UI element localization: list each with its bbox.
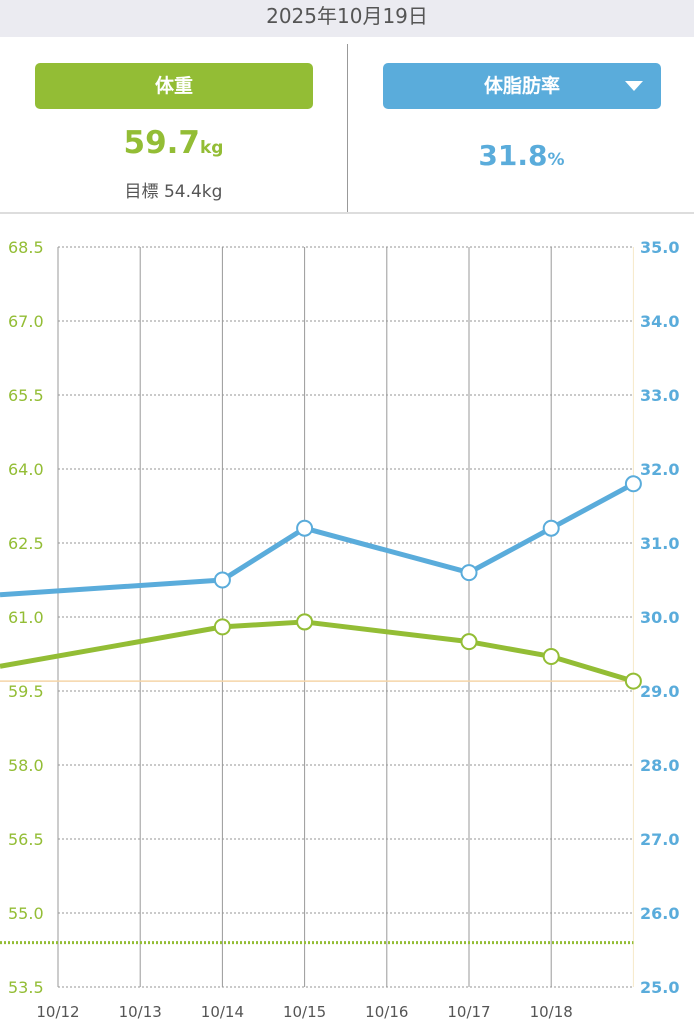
fat-panel: 体脂肪率 31.8% <box>347 44 694 212</box>
fat-point <box>624 475 642 493</box>
right-tick-label: 27.0 <box>640 830 679 849</box>
body-fat-dropdown[interactable]: 体脂肪率 <box>383 63 661 109</box>
right-tick-label: 31.0 <box>640 534 679 553</box>
weight-point <box>213 618 231 636</box>
right-tick-label: 34.0 <box>640 312 679 331</box>
fat-point <box>460 564 478 582</box>
right-tick-label: 26.0 <box>640 904 679 923</box>
left-tick-label: 62.5 <box>8 534 44 553</box>
fat-value: 31.8% <box>348 139 694 172</box>
trend-chart[interactable]: 68.5 67.0 65.5 64.0 62.5 61.0 59.5 58.0 56.5 55.0… <box>0 214 694 1024</box>
weight-point <box>296 613 314 631</box>
right-tick-label: 28.0 <box>640 756 679 775</box>
fat-point <box>542 519 560 537</box>
weight-panel: 体重 59.7kg 目標 54.4kg <box>0 37 347 212</box>
x-tick-label: 10/12 <box>36 1003 79 1021</box>
left-tick-label: 59.5 <box>8 682 44 701</box>
x-tick-label: 10/13 <box>119 1003 162 1021</box>
x-tick-label: 10/18 <box>530 1003 573 1021</box>
weight-point <box>542 647 560 665</box>
left-tick-label: 55.0 <box>8 904 44 923</box>
weight-line <box>0 619 635 684</box>
left-tick-label: 56.5 <box>8 830 44 849</box>
right-tick-label: 29.0 <box>640 682 679 701</box>
right-tick-label: 32.0 <box>640 460 679 479</box>
divider <box>0 212 694 214</box>
fat-point <box>213 571 231 589</box>
triangle-down-icon <box>625 81 643 91</box>
weight-point <box>460 633 478 651</box>
fat-point <box>296 519 314 537</box>
left-tick-label: 61.0 <box>8 608 44 627</box>
fat-unit: % <box>547 150 565 170</box>
date-header: 2025年10月19日 <box>0 0 694 37</box>
left-tick-label: 68.5 <box>8 238 44 257</box>
left-tick-label: 67.0 <box>8 312 44 331</box>
left-tick-label: 65.5 <box>8 386 44 405</box>
fat-number: 31.8 <box>478 139 548 172</box>
left-tick-label: 58.0 <box>8 756 44 775</box>
right-tick-label: 35.0 <box>640 238 679 257</box>
weight-button[interactable]: 体重 <box>35 63 313 109</box>
weight-value: 59.7kg <box>0 125 347 161</box>
fat-line <box>0 481 635 598</box>
body-fat-label: 体脂肪率 <box>483 75 560 97</box>
left-tick-label: 64.0 <box>8 460 44 479</box>
goal-weight: 目標 54.4kg <box>124 182 223 202</box>
left-tick-label: 53.5 <box>8 978 44 997</box>
weight-number: 59.7 <box>123 125 201 161</box>
x-tick-label: 10/16 <box>365 1003 408 1021</box>
right-tick-label: 33.0 <box>640 386 679 405</box>
x-tick-label: 10/15 <box>283 1003 326 1021</box>
weight-unit: kg <box>200 138 224 158</box>
weight-point <box>624 672 642 690</box>
right-tick-label: 25.0 <box>640 978 679 997</box>
right-tick-label: 30.0 <box>640 608 679 627</box>
x-tick-label: 10/17 <box>447 1003 490 1021</box>
x-tick-label: 10/14 <box>201 1003 244 1021</box>
